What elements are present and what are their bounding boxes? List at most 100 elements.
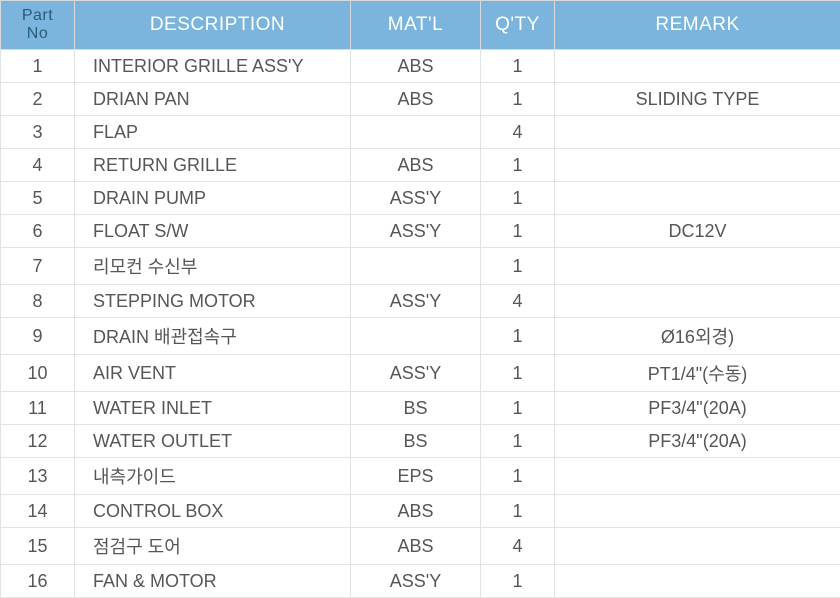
cell-remark: DC12V [555, 215, 840, 248]
cell-qty: 1 [481, 149, 555, 182]
cell-remark [555, 116, 840, 149]
cell-remark [555, 182, 840, 215]
cell-description: FAN & MOTOR [75, 565, 351, 598]
cell-partno: 1 [1, 50, 75, 83]
cell-partno: 13 [1, 458, 75, 495]
cell-remark [555, 458, 840, 495]
cell-partno: 4 [1, 149, 75, 182]
table-row: 4RETURN GRILLEABS1 [1, 149, 840, 182]
cell-partno: 14 [1, 495, 75, 528]
table-row: 5DRAIN PUMPASS'Y1 [1, 182, 840, 215]
table-row: 13내측가이드EPS1 [1, 458, 840, 495]
cell-partno: 11 [1, 392, 75, 425]
cell-qty: 1 [481, 83, 555, 116]
table-row: 10AIR VENTASS'Y1PT1/4"(수동) [1, 355, 840, 392]
cell-material [351, 116, 481, 149]
cell-material: ASS'Y [351, 215, 481, 248]
cell-material: EPS [351, 458, 481, 495]
cell-qty: 1 [481, 355, 555, 392]
cell-description: RETURN GRILLE [75, 149, 351, 182]
table-row: 14CONTROL BOXABS1 [1, 495, 840, 528]
cell-qty: 1 [481, 318, 555, 355]
cell-material: ABS [351, 495, 481, 528]
cell-material: ASS'Y [351, 285, 481, 318]
cell-material: BS [351, 392, 481, 425]
cell-material: ABS [351, 528, 481, 565]
cell-material: ABS [351, 149, 481, 182]
cell-description: INTERIOR GRILLE ASS'Y [75, 50, 351, 83]
cell-remark [555, 285, 840, 318]
cell-description: 리모컨 수신부 [75, 248, 351, 285]
cell-partno: 7 [1, 248, 75, 285]
header-remark: REMARK [555, 1, 840, 50]
table-body: 1INTERIOR GRILLE ASS'YABS12DRIAN PANABS1… [1, 50, 840, 598]
table-row: 8STEPPING MOTORASS'Y4 [1, 285, 840, 318]
cell-partno: 12 [1, 425, 75, 458]
cell-material [351, 318, 481, 355]
cell-qty: 1 [481, 495, 555, 528]
cell-description: FLOAT S/W [75, 215, 351, 248]
cell-description: 내측가이드 [75, 458, 351, 495]
table-row: 6FLOAT S/WASS'Y1DC12V [1, 215, 840, 248]
cell-remark: Ø16외경) [555, 318, 840, 355]
cell-qty: 1 [481, 565, 555, 598]
cell-qty: 4 [481, 285, 555, 318]
cell-qty: 1 [481, 50, 555, 83]
cell-remark: PF3/4"(20A) [555, 392, 840, 425]
cell-remark [555, 495, 840, 528]
table-row: 3FLAP4 [1, 116, 840, 149]
cell-qty: 1 [481, 248, 555, 285]
cell-qty: 4 [481, 528, 555, 565]
cell-partno: 9 [1, 318, 75, 355]
cell-description: CONTROL BOX [75, 495, 351, 528]
cell-remark [555, 528, 840, 565]
cell-qty: 1 [481, 215, 555, 248]
cell-description: DRIAN PAN [75, 83, 351, 116]
cell-remark [555, 248, 840, 285]
cell-description: WATER OUTLET [75, 425, 351, 458]
header-qty: Q'TY [481, 1, 555, 50]
cell-partno: 10 [1, 355, 75, 392]
cell-qty: 4 [481, 116, 555, 149]
cell-qty: 1 [481, 182, 555, 215]
cell-description: 점검구 도어 [75, 528, 351, 565]
cell-partno: 8 [1, 285, 75, 318]
cell-description: DRAIN PUMP [75, 182, 351, 215]
table-row: 7리모컨 수신부 1 [1, 248, 840, 285]
table-header-row: Part No DESCRIPTION MAT'L Q'TY REMARK [1, 1, 840, 50]
table-row: 11WATER INLETBS1PF3/4"(20A) [1, 392, 840, 425]
cell-qty: 1 [481, 392, 555, 425]
cell-partno: 3 [1, 116, 75, 149]
header-partno: Part No [1, 1, 75, 50]
cell-remark [555, 50, 840, 83]
cell-material: ASS'Y [351, 182, 481, 215]
table-row: 12WATER OUTLETBS1PF3/4"(20A) [1, 425, 840, 458]
cell-material: ASS'Y [351, 565, 481, 598]
cell-partno: 15 [1, 528, 75, 565]
cell-description: DRAIN 배관접속구 [75, 318, 351, 355]
cell-material: ASS'Y [351, 355, 481, 392]
cell-description: WATER INLET [75, 392, 351, 425]
cell-partno: 5 [1, 182, 75, 215]
cell-partno: 6 [1, 215, 75, 248]
header-description: DESCRIPTION [75, 1, 351, 50]
cell-partno: 2 [1, 83, 75, 116]
cell-remark [555, 565, 840, 598]
cell-remark: PT1/4"(수동) [555, 355, 840, 392]
table-row: 15점검구 도어ABS4 [1, 528, 840, 565]
cell-material: ABS [351, 83, 481, 116]
cell-partno: 16 [1, 565, 75, 598]
cell-material [351, 248, 481, 285]
cell-qty: 1 [481, 458, 555, 495]
cell-description: STEPPING MOTOR [75, 285, 351, 318]
cell-material: BS [351, 425, 481, 458]
table-row: 16FAN & MOTORASS'Y1 [1, 565, 840, 598]
cell-remark [555, 149, 840, 182]
table-row: 9DRAIN 배관접속구 1Ø16외경) [1, 318, 840, 355]
cell-description: AIR VENT [75, 355, 351, 392]
table-row: 1INTERIOR GRILLE ASS'YABS1 [1, 50, 840, 83]
cell-remark: SLIDING TYPE [555, 83, 840, 116]
table-row: 2DRIAN PANABS1SLIDING TYPE [1, 83, 840, 116]
cell-qty: 1 [481, 425, 555, 458]
cell-remark: PF3/4"(20A) [555, 425, 840, 458]
